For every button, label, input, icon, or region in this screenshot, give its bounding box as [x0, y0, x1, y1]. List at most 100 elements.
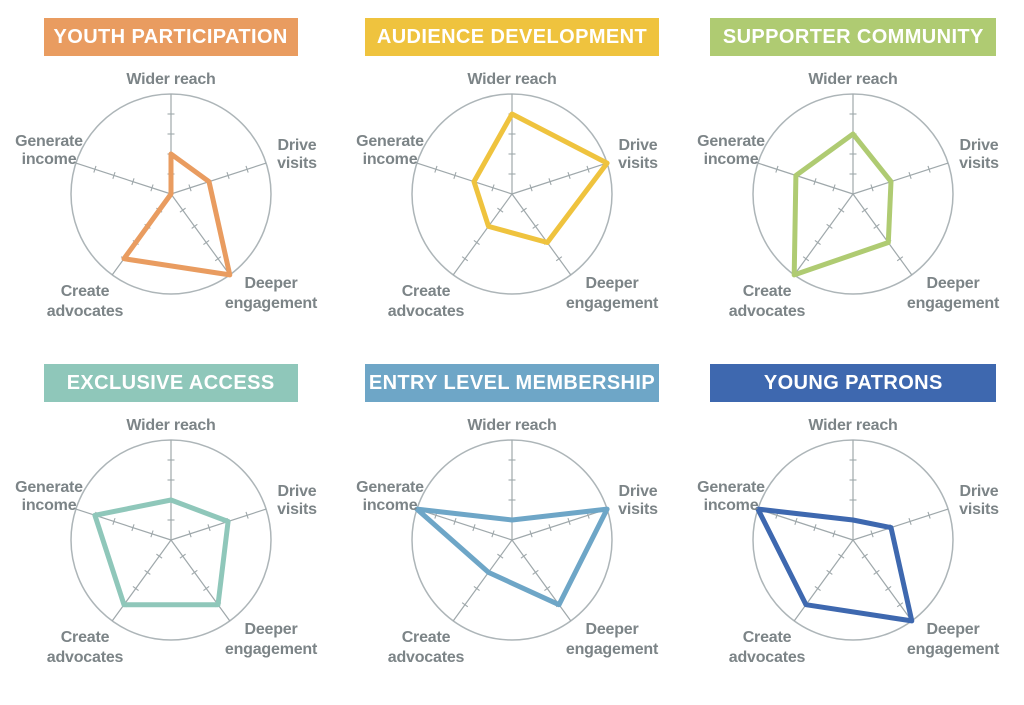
radar-tick: [214, 256, 221, 262]
axis-label-drive-visits: Drive visits: [618, 137, 658, 172]
axis-label-create-advocates: Create advocates: [388, 629, 465, 666]
radar-tick: [814, 586, 822, 592]
axis-label-deeper-engagement: Deeper engagement: [566, 275, 659, 312]
radar-tick: [885, 586, 892, 592]
radar-tick: [520, 553, 527, 559]
radar-tick: [111, 517, 116, 525]
radar-axis: [75, 508, 171, 541]
radar-tick: [873, 223, 880, 229]
radar-tick: [794, 517, 798, 525]
radar-tick: [453, 171, 457, 179]
axis-label-deeper-engagement: Deeper engagement: [907, 621, 1000, 658]
chart-title-banner: YOUTH PARTICIPATION: [43, 18, 298, 56]
chart-title: YOUTH PARTICIPATION: [53, 25, 288, 48]
radar-tick: [461, 602, 469, 608]
radar-polygon: [471, 111, 610, 245]
radar-axis: [794, 193, 854, 276]
radar-axis: [758, 508, 854, 541]
chart-title-banner: SUPPORTER COMMUNITY: [710, 18, 997, 56]
radar-tick: [529, 530, 533, 538]
radar-tick: [548, 524, 552, 532]
radar-polygon: [792, 131, 894, 278]
radar-tick: [870, 530, 874, 538]
radar-tick: [155, 553, 163, 559]
radar-tick: [813, 524, 817, 532]
radar-tick: [226, 171, 230, 179]
axis-label-wider-reach: Wider reach: [467, 71, 556, 88]
axis-label-generate-income: Generate income: [697, 133, 765, 168]
radar-tick: [548, 178, 552, 186]
radar-tick: [544, 586, 551, 592]
radar-tick: [132, 586, 139, 592]
radar-tick: [150, 184, 154, 192]
radar-tick: [497, 553, 504, 559]
radar-axis: [416, 162, 513, 195]
chart-card-audience-development: AUDIENCE DEVELOPMENT Wider reach Drive vis…: [341, 0, 682, 352]
radar-tick: [803, 256, 810, 262]
radar-tick: [775, 165, 779, 173]
radar-tick: [832, 530, 836, 538]
radar-tick: [202, 586, 210, 592]
radar-tick: [202, 240, 210, 246]
chart-title-banner: EXCLUSIVE ACCESS: [43, 364, 298, 402]
axis-label-deeper-engagement: Deeper engagement: [907, 275, 1000, 312]
radar-axis: [852, 539, 913, 622]
radar-tick: [434, 165, 438, 173]
radar-tick: [897, 602, 904, 608]
radar-tick: [826, 223, 833, 229]
radar-tick: [861, 207, 869, 213]
radar-tick: [92, 165, 97, 173]
radar-tick: [188, 530, 192, 538]
radar-tick: [472, 524, 476, 532]
radar-tick: [586, 165, 590, 173]
radar-tick: [520, 207, 527, 213]
radar-tick: [532, 223, 539, 229]
radar-tick: [245, 511, 249, 519]
radar-tick: [567, 517, 571, 525]
axis-label-deeper-engagement: Deeper engagement: [225, 621, 318, 658]
axis-label-wider-reach: Wider reach: [126, 71, 215, 88]
radar-tick: [832, 184, 836, 192]
radar-axis: [511, 539, 572, 622]
chart-title: ENTRY LEVEL MEMBERSHIP: [368, 371, 656, 394]
axis-label-wider-reach: Wider reach: [126, 417, 215, 434]
axis-label-drive-visits: Drive visits: [277, 483, 317, 518]
radar-tick: [927, 511, 932, 519]
radar-tick: [870, 184, 874, 192]
radar-tick: [111, 171, 116, 179]
radar-tick: [461, 256, 469, 262]
radar-chart: Wider reach Drive visits Deeper engagement Cr…: [356, 71, 659, 320]
radar-axis: [853, 508, 949, 541]
radar-chart: Wider reach Drive visits Deeper engagement Cr…: [15, 417, 318, 666]
axis-label-create-advocates: Create advocates: [729, 283, 806, 320]
radar-axis: [452, 193, 513, 276]
radar-tick: [838, 207, 845, 213]
axis-label-drive-visits: Drive visits: [959, 137, 999, 172]
radar-tick: [491, 530, 495, 538]
radar-tick: [207, 524, 211, 532]
radar-chart: Wider reach Drive visits Deeper engagement Cr…: [15, 71, 318, 320]
radar-axis: [170, 193, 230, 276]
radar-axis: [452, 539, 513, 622]
radar-axes: [75, 440, 266, 622]
axis-label-create-advocates: Create advocates: [388, 283, 465, 320]
radar-axis: [758, 162, 854, 195]
radar-tick: [473, 586, 480, 592]
radar-tick: [908, 171, 912, 179]
radar-tick: [873, 569, 880, 575]
radar-tick: [245, 165, 249, 173]
chart-title: AUDIENCE DEVELOPMENT: [376, 25, 648, 48]
radar-tick: [188, 184, 192, 192]
radar-polygon: [92, 497, 231, 608]
radar-tick: [150, 530, 154, 538]
axis-label-generate-income: Generate income: [697, 479, 765, 514]
radar-axis: [170, 162, 266, 195]
axis-label-generate-income: Generate income: [15, 479, 83, 514]
axis-label-drive-visits: Drive visits: [959, 483, 999, 518]
radar-axes: [416, 440, 608, 622]
axis-label-generate-income: Generate income: [356, 479, 424, 514]
radar-tick: [453, 517, 457, 525]
chart-title: YOUNG PATRONS: [763, 371, 943, 394]
chart-card-young-patrons: YOUNG PATRONS Wider reach Drive visits Deep…: [683, 352, 1024, 705]
